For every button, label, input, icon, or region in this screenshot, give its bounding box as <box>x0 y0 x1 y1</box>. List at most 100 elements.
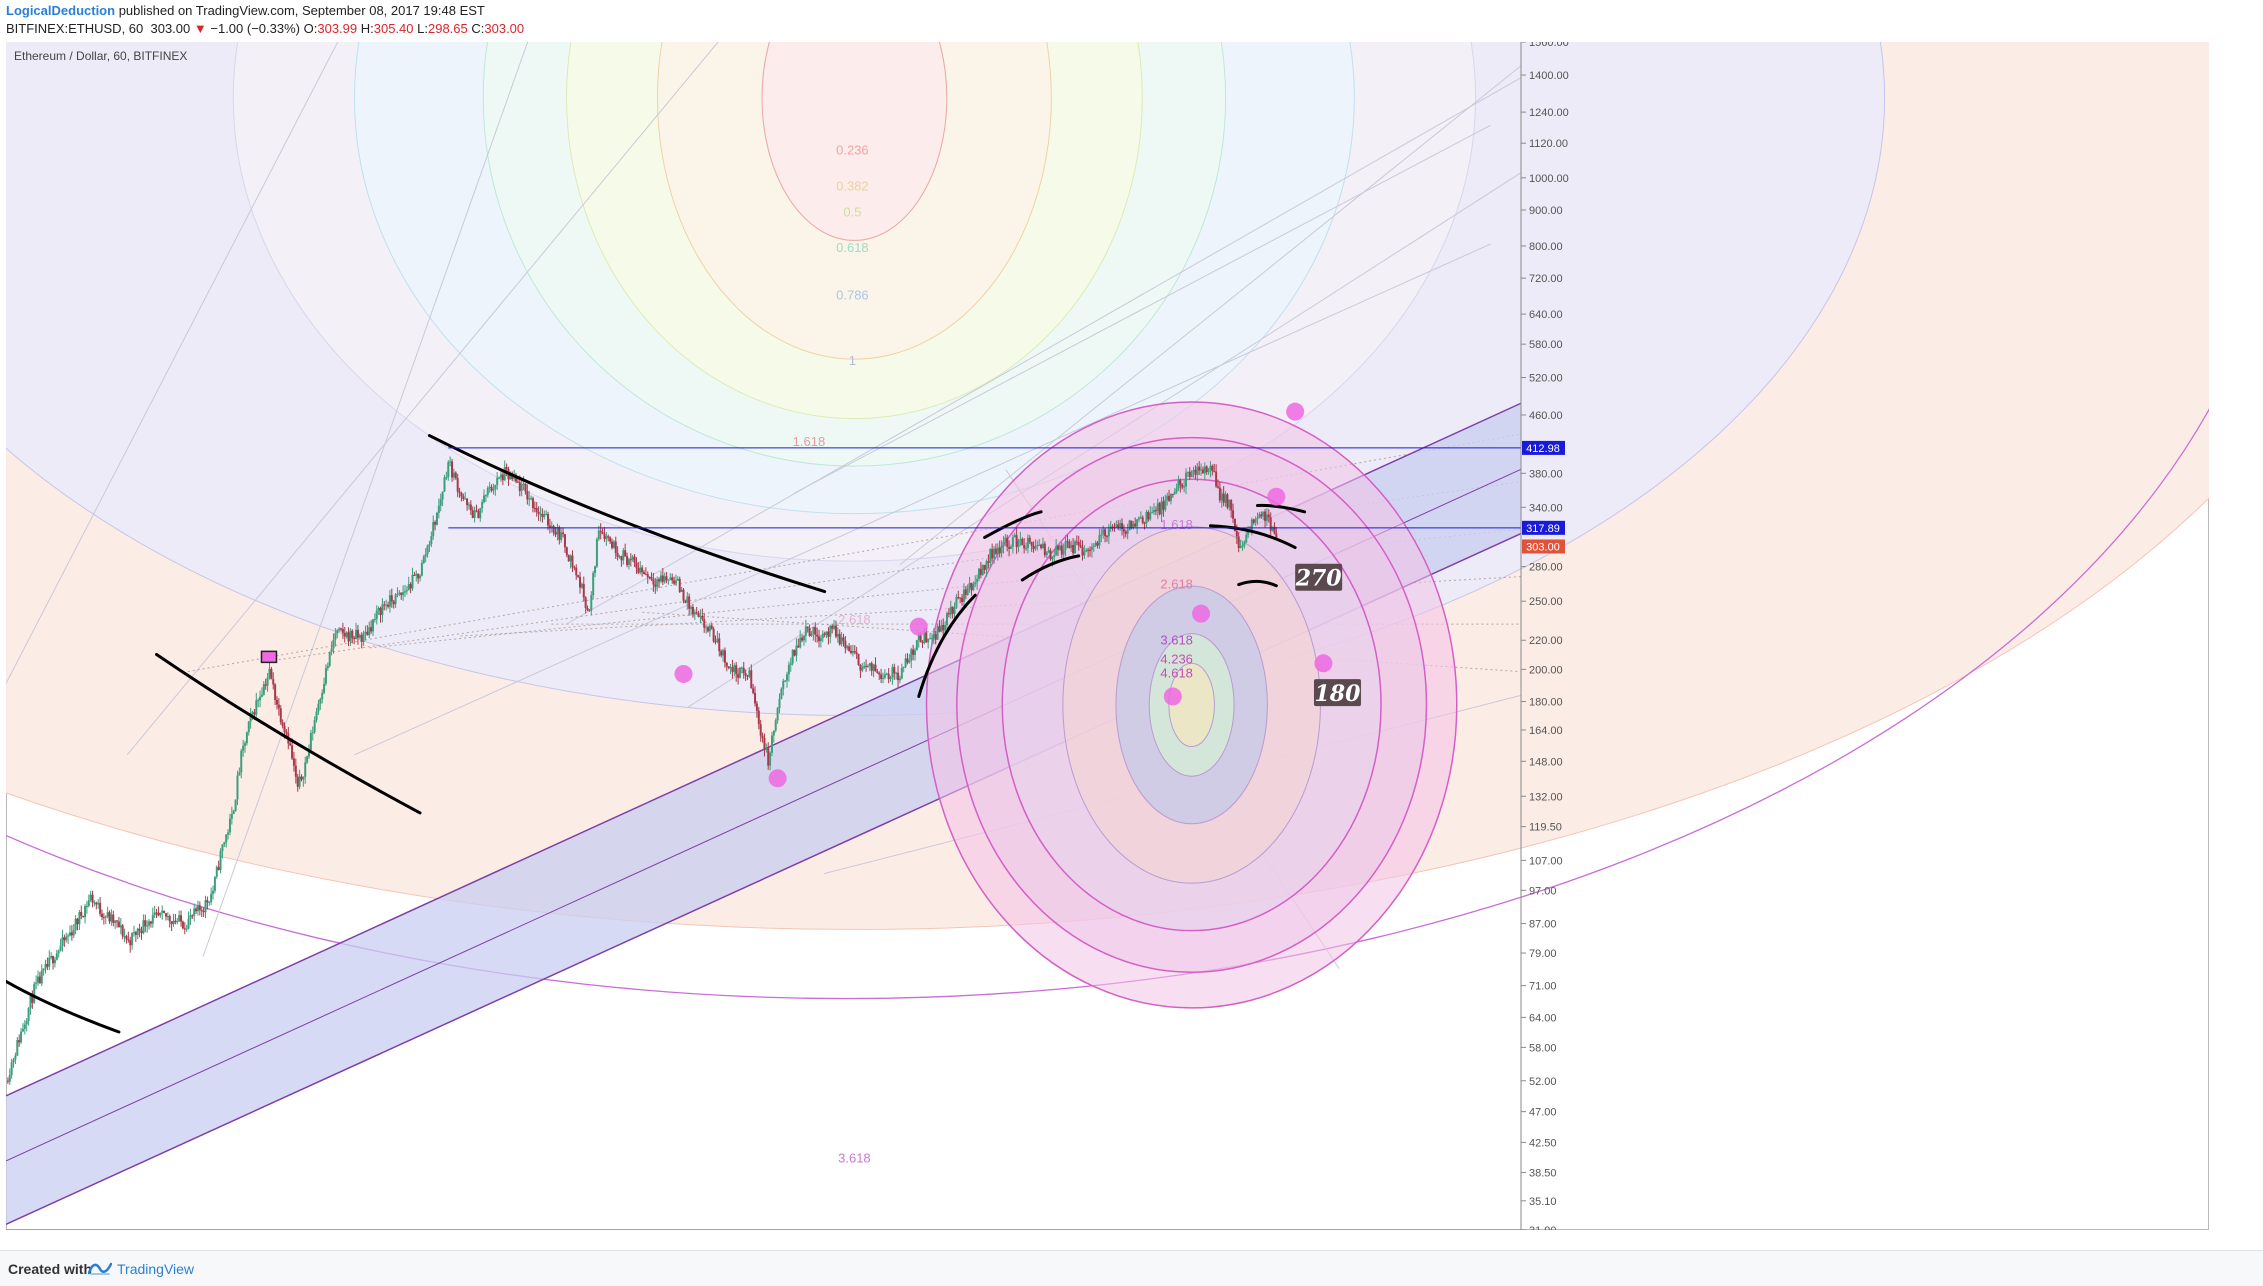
candle-down <box>356 629 359 638</box>
black-arc[interactable] <box>983 510 1043 539</box>
pivot-marker[interactable] <box>1286 402 1305 421</box>
candle-down <box>1141 517 1144 523</box>
candle-down <box>1030 541 1033 546</box>
candle-up <box>362 633 365 642</box>
price-marker-box[interactable] <box>1522 539 1565 554</box>
candle-up <box>594 566 597 573</box>
candle-up <box>1160 501 1163 515</box>
candle-up <box>302 776 305 780</box>
candle-up <box>705 627 708 629</box>
candle-down <box>731 667 734 672</box>
y-tick-label: 64.00 <box>1529 1012 1557 1024</box>
price-chart[interactable]: 0.236 0.382 0.5 0.618 0.786 1 1.618 2.618 3.618… <box>6 42 2209 1230</box>
candle-up <box>972 584 975 591</box>
tradingview-brand[interactable]: TradingView <box>117 1261 195 1277</box>
candle-down <box>816 634 819 637</box>
price-marker-label: 412.98 <box>1526 443 1560 455</box>
candle-up <box>882 677 885 679</box>
candle-down <box>289 743 292 746</box>
fan-line <box>566 77 1522 625</box>
candle-up <box>520 484 523 492</box>
candle-down <box>63 937 66 941</box>
y-tick-label: 1560.00 <box>1529 42 1569 49</box>
pivot-marker[interactable] <box>1163 687 1182 706</box>
fib-circle-ring[interactable] <box>1168 662 1215 748</box>
candle-down <box>848 646 851 651</box>
pivot-marker[interactable] <box>1192 604 1211 623</box>
candle-down <box>99 902 102 914</box>
open-label: O: <box>303 21 318 36</box>
candle-up <box>245 732 248 744</box>
pivot-marker[interactable] <box>909 617 928 636</box>
candle-up <box>949 606 952 615</box>
y-tick-label: 97.00 <box>1529 885 1557 897</box>
candle-up <box>385 604 388 606</box>
candle-down <box>140 930 143 934</box>
candle-up <box>251 712 254 714</box>
candle-down <box>801 637 804 641</box>
candle-up <box>441 491 444 500</box>
candle-up <box>861 667 864 671</box>
black-arc[interactable] <box>155 652 422 815</box>
candle-up <box>1034 546 1037 549</box>
candle-up <box>146 925 149 927</box>
candle-up <box>1055 545 1058 556</box>
candle-down <box>1068 541 1071 549</box>
candle-up <box>545 513 548 515</box>
y-tick-label: 164.00 <box>1529 725 1563 737</box>
candle-down <box>671 577 674 581</box>
candle-down <box>80 912 83 916</box>
candle-up <box>159 912 162 916</box>
pivot-markers[interactable] <box>260 402 1333 788</box>
candle-down <box>648 577 651 579</box>
candle-up <box>840 637 843 645</box>
black-arc[interactable] <box>1208 524 1297 550</box>
candle-down <box>38 976 41 984</box>
price-marker-box[interactable] <box>1522 440 1565 455</box>
black-arc[interactable] <box>6 979 121 1034</box>
candle-down <box>831 625 834 629</box>
candle-up <box>48 957 51 967</box>
candle-down <box>163 910 166 914</box>
price-marker-box[interactable] <box>1522 520 1565 535</box>
high-label: H: <box>360 21 374 36</box>
square-marker[interactable] <box>260 650 278 664</box>
created-with-label: Created with <box>8 1261 93 1277</box>
candle-up <box>338 628 341 631</box>
candle-down <box>919 634 922 643</box>
candle-up <box>268 668 271 678</box>
candle-down <box>865 665 868 667</box>
candle-up <box>680 589 683 592</box>
candle-down <box>554 532 557 535</box>
pivot-marker[interactable] <box>1267 487 1286 506</box>
candle-up <box>492 489 495 491</box>
candle-up <box>78 912 81 925</box>
candle-down <box>582 583 585 598</box>
candle-down <box>853 650 856 653</box>
black-arc[interactable] <box>1256 503 1307 514</box>
candle-up <box>522 483 525 485</box>
pivot-marker[interactable] <box>674 664 693 683</box>
black-arc[interactable] <box>427 434 827 594</box>
candle-up <box>1090 546 1093 550</box>
author-link[interactable]: LogicalDeduction <box>6 3 116 18</box>
price-levels[interactable]: 412.98 317.89 303.00 <box>448 440 1565 554</box>
candle-down <box>1226 494 1229 508</box>
candle-down <box>1171 494 1174 496</box>
candle-down <box>684 600 687 603</box>
black-arc[interactable] <box>1237 579 1278 588</box>
published-text: published on TradingView.com, September … <box>118 3 485 18</box>
y-tick-label: 1120.00 <box>1529 138 1568 150</box>
candle-up <box>110 914 113 922</box>
candle-up <box>804 626 807 636</box>
candle-up <box>729 667 732 669</box>
black-arc[interactable] <box>1020 554 1081 582</box>
candle-up <box>1228 499 1231 508</box>
candle-down <box>1260 514 1263 517</box>
pivot-marker[interactable] <box>768 769 787 788</box>
black-arc[interactable] <box>917 593 977 698</box>
candle-up <box>597 530 600 540</box>
pivot-marker[interactable] <box>1314 654 1333 673</box>
black-arcs[interactable] <box>6 434 1307 1034</box>
